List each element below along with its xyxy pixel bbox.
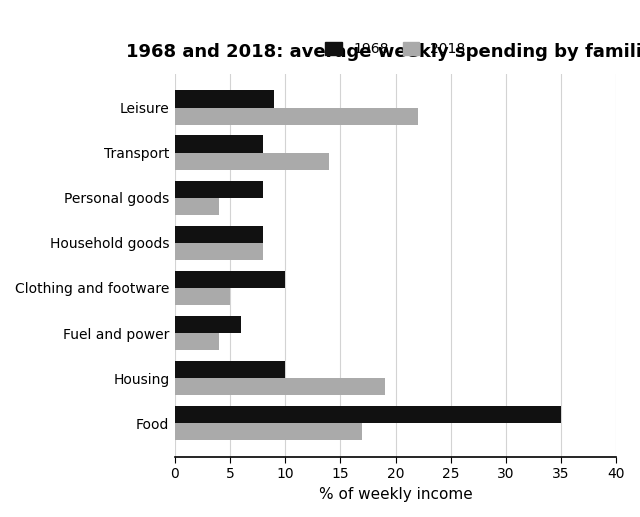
Title: 1968 and 2018: average weekly spending by families: 1968 and 2018: average weekly spending b…: [126, 43, 640, 61]
Bar: [175, 108, 418, 125]
Legend: 1968, 2018: 1968, 2018: [326, 42, 466, 56]
Bar: [175, 316, 241, 333]
Bar: [175, 271, 285, 288]
Bar: [175, 153, 330, 170]
Bar: [175, 90, 274, 108]
Bar: [175, 361, 285, 378]
Bar: [175, 243, 263, 260]
X-axis label: % of weekly income: % of weekly income: [319, 487, 472, 502]
Bar: [175, 226, 263, 243]
Bar: [175, 288, 230, 305]
Bar: [175, 333, 219, 350]
Bar: [175, 135, 263, 153]
Bar: [175, 378, 385, 396]
Bar: [175, 423, 362, 440]
Bar: [175, 180, 263, 197]
Bar: [175, 406, 561, 423]
Bar: [175, 197, 219, 215]
